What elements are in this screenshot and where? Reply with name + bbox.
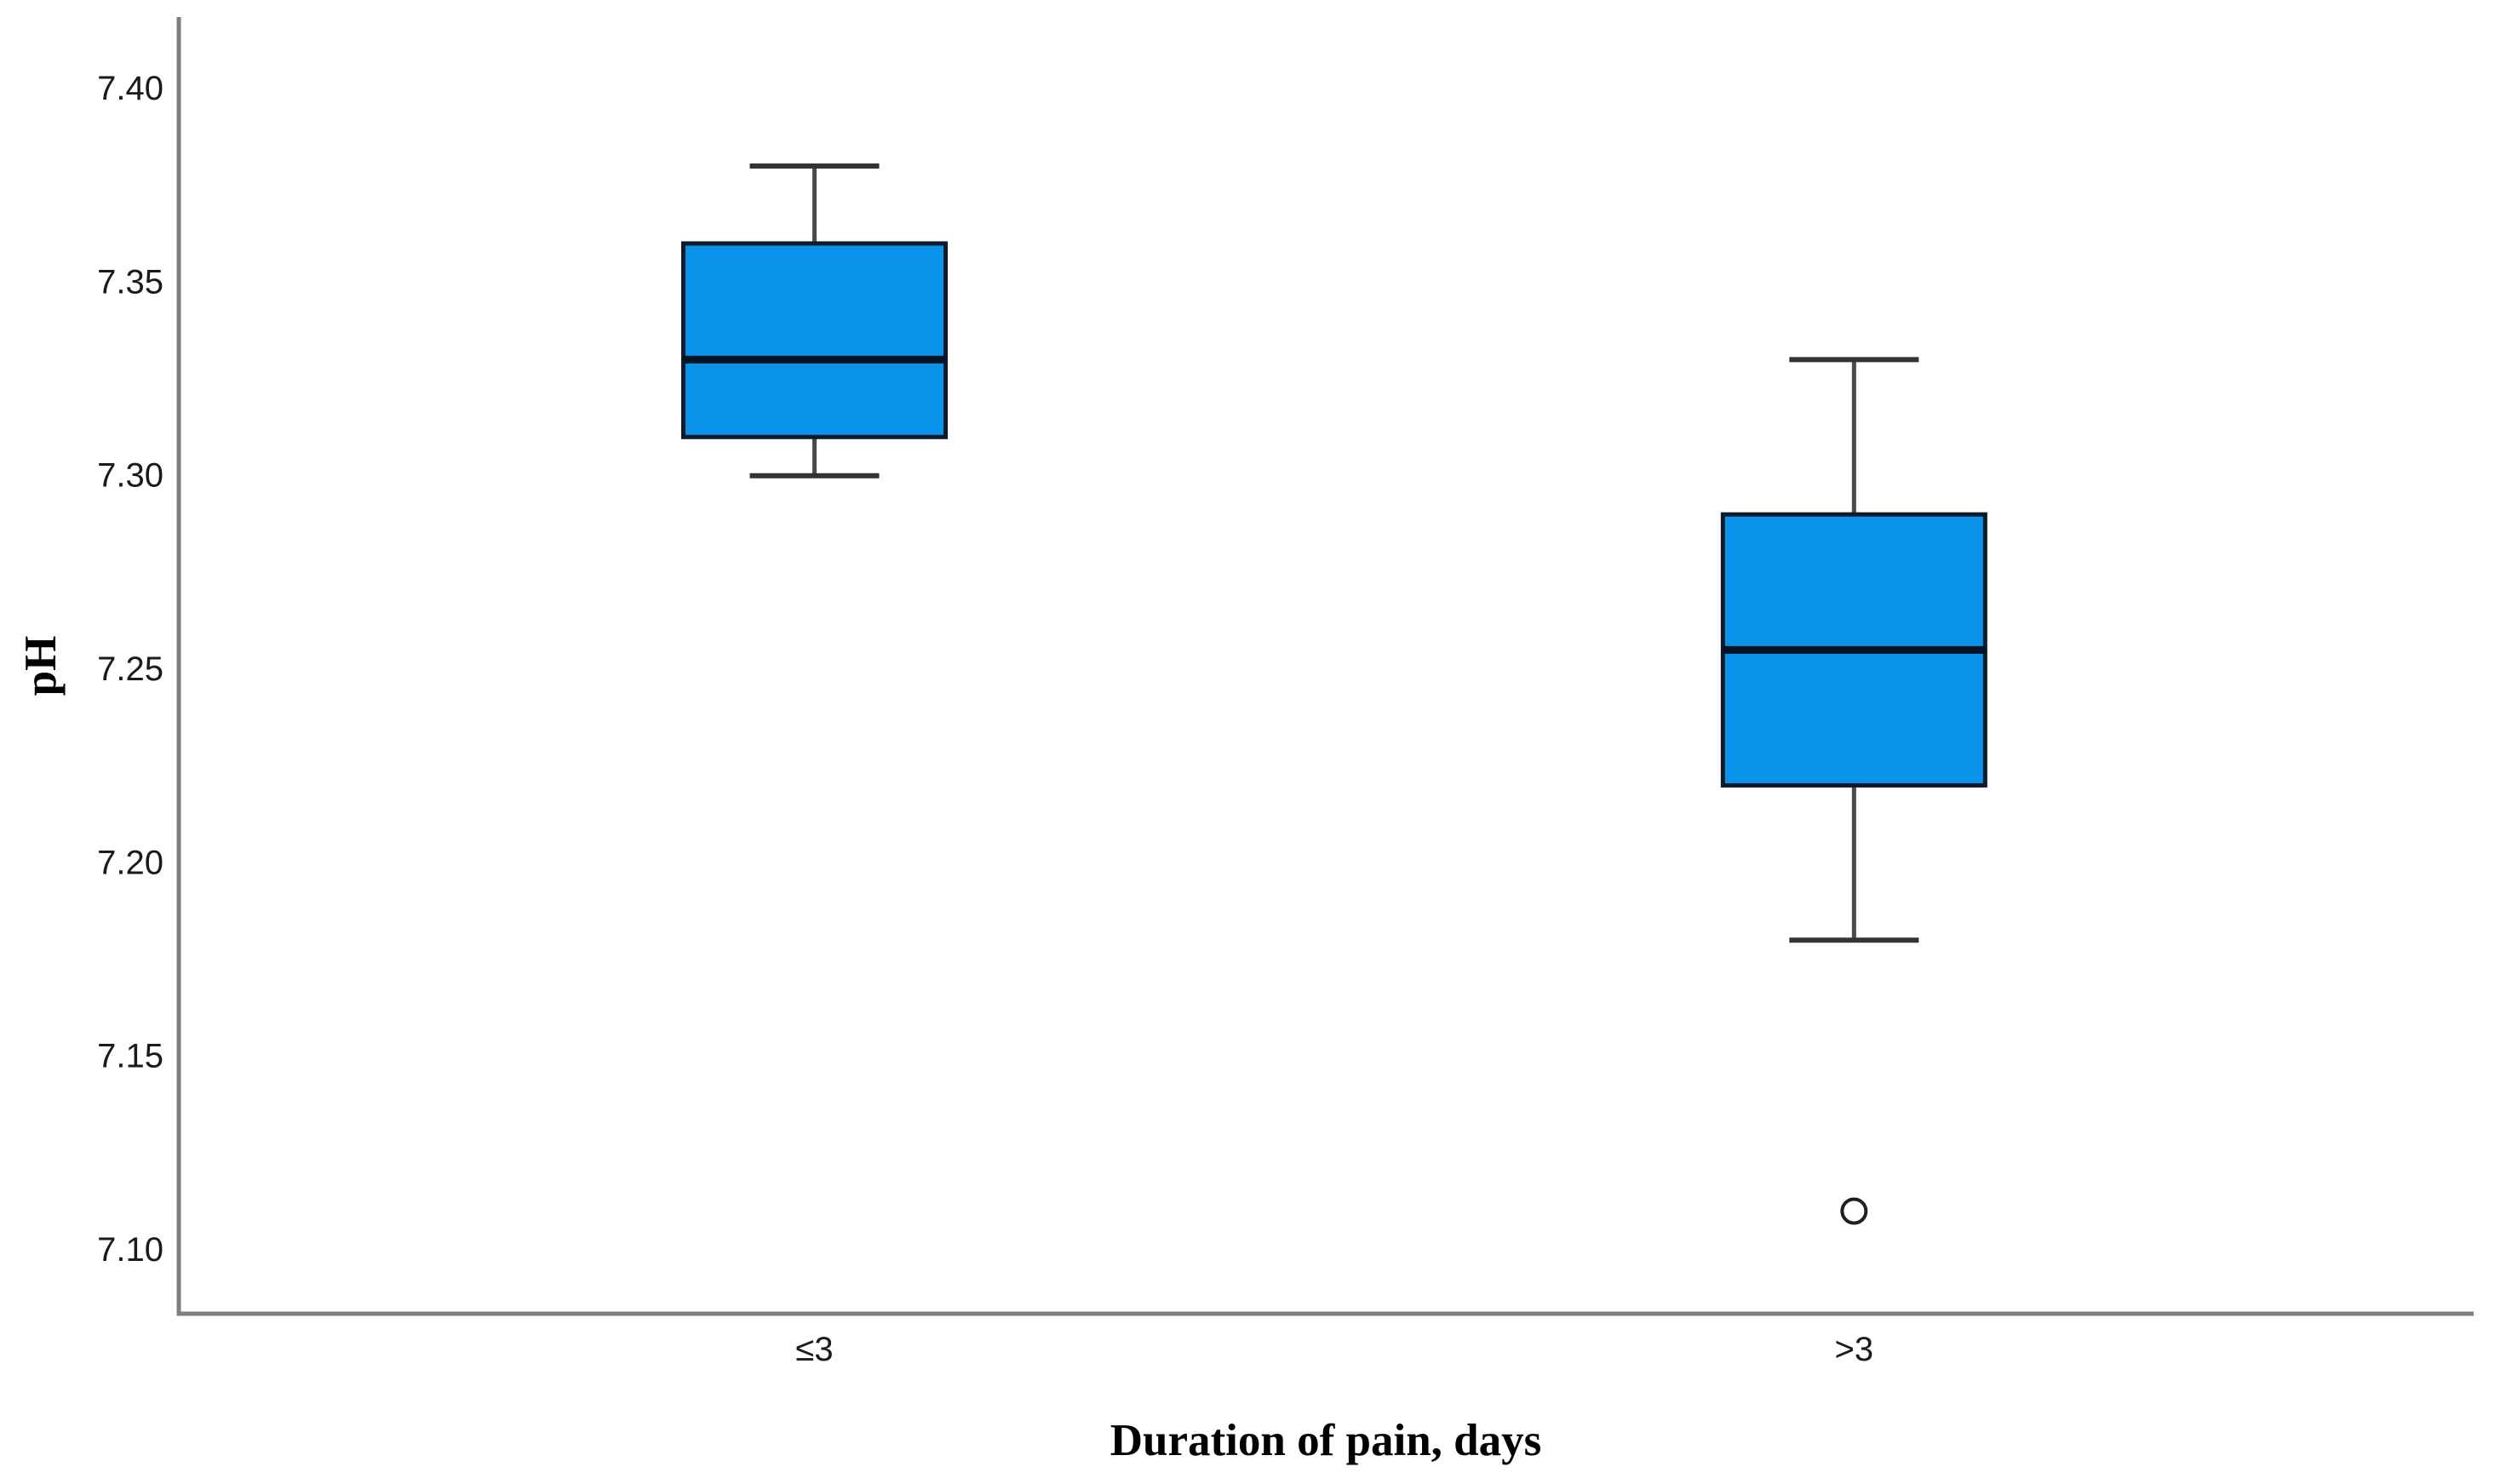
x-category-label: ≤3 [795,1331,833,1368]
y-tick-label: 7.35 [97,263,163,301]
y-tick-label: 7.40 [97,70,163,107]
y-tick-label: 7.15 [97,1038,163,1075]
box [681,241,949,439]
y-tick-label: 7.30 [97,457,163,495]
y-tick-label: 7.10 [97,1231,163,1269]
y-tick-label: 7.20 [97,844,163,881]
outlier-point [1840,1197,1868,1225]
x-axis-title: Duration of pain, days [1110,1416,1542,1465]
x-category-label: >3 [1835,1331,1874,1368]
y-tick-label: 7.25 [97,650,163,688]
y-axis-title: pH [16,635,66,696]
